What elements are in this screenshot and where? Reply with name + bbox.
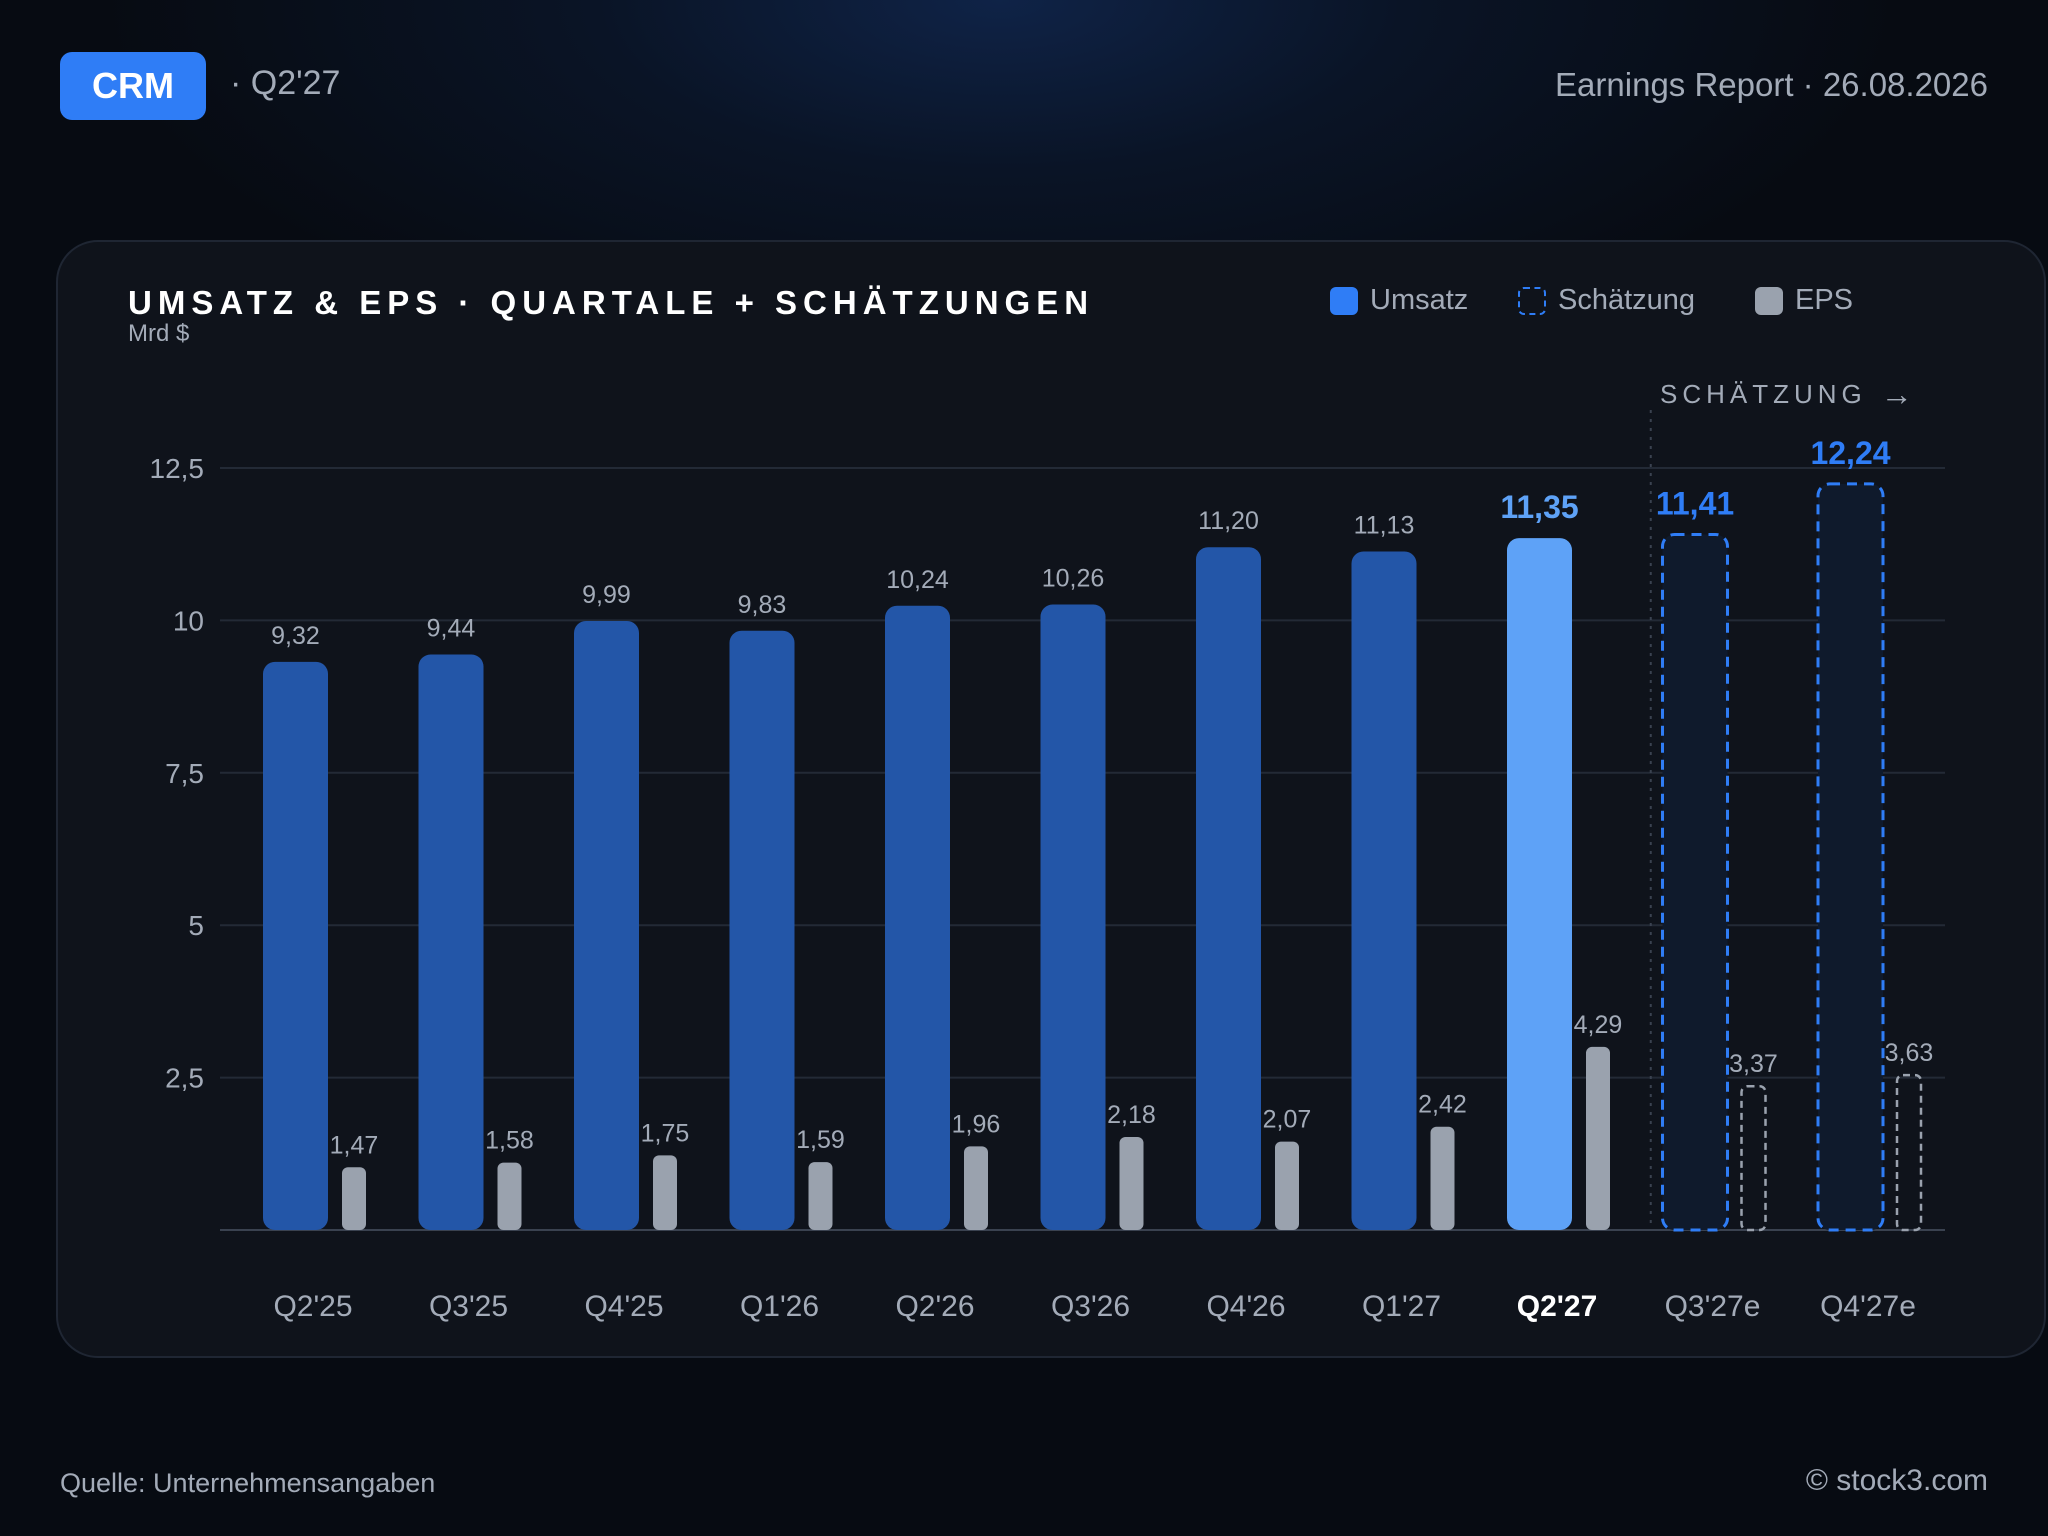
eps-bar-estimate <box>1740 1084 1767 1232</box>
legend-label-eps: EPS <box>1795 284 1854 316</box>
eps-bar <box>964 1146 988 1230</box>
estimate-section-label: SCHÄTZUNG → <box>1660 376 1913 413</box>
revenue-bar-estimate <box>1661 532 1729 1232</box>
source-note: Quelle: Unternehmensangaben <box>60 1468 436 1498</box>
revenue-bar <box>418 654 484 1230</box>
chart-title: UMSATZ & EPS · QUARTALE + SCHÄTZUNGEN <box>128 284 1095 321</box>
y-tick-label: 7,5 <box>165 758 204 789</box>
legend-label-revenue: Umsatz <box>1370 284 1469 316</box>
revenue-value-label: 9,32 <box>271 622 320 650</box>
arrow-right-icon: → <box>1880 376 1913 412</box>
eps-value-label: 1,75 <box>641 1119 690 1147</box>
chart-unit: Mrd $ <box>128 320 190 347</box>
y-tick-label: 2,5 <box>165 1063 204 1094</box>
eps-bar <box>497 1162 522 1230</box>
revenue-value-label: 9,83 <box>738 591 787 619</box>
x-tick-label: Q4'26 <box>1206 1290 1285 1323</box>
eps-bar-estimate <box>1895 1073 1923 1232</box>
revenue-bar <box>263 661 328 1230</box>
legend-item-revenue: Umsatz <box>1330 284 1468 317</box>
revenue-bar <box>574 621 639 1230</box>
eps-value-label: 3,63 <box>1885 1039 1934 1067</box>
eps-value-label: 2,42 <box>1418 1091 1467 1119</box>
revenue-bar <box>729 630 795 1230</box>
revenue-value-label: 10,26 <box>1042 565 1105 593</box>
revenue-value-label: 11,41 <box>1656 485 1734 521</box>
eps-value-label: 2,18 <box>1107 1101 1156 1129</box>
legend-label-estimate: Schätzung <box>1558 284 1696 316</box>
quarter-label: · Q2'27 <box>230 64 341 102</box>
eps-bar <box>1586 1046 1610 1230</box>
x-tick-label: Q2'27 <box>1517 1290 1598 1323</box>
eps-bar <box>342 1167 366 1230</box>
revenue-bar <box>885 605 950 1230</box>
eps-value-label: 1,59 <box>796 1126 845 1154</box>
revenue-value-label: 9,99 <box>582 581 631 609</box>
x-tick-label: Q3'25 <box>429 1290 508 1323</box>
eps-bar <box>1430 1126 1455 1230</box>
revenue-value-label: 11,35 <box>1500 489 1578 525</box>
revenue-value-label: 9,44 <box>427 615 476 643</box>
copyright-note: © stock3.com <box>1805 1464 1988 1497</box>
eps-value-label: 3,37 <box>1729 1050 1778 1078</box>
y-tick-label: 5 <box>188 910 204 941</box>
eps-value-label: 4,29 <box>1574 1011 1623 1039</box>
legend-item-estimate: Schätzung <box>1518 284 1695 317</box>
x-tick-label: Q3'27e <box>1665 1290 1761 1323</box>
estimate-section-text: SCHÄTZUNG <box>1660 379 1867 409</box>
x-tick-label: Q3'26 <box>1051 1290 1130 1323</box>
eps-bar <box>1119 1136 1144 1230</box>
x-tick-label: Q1'26 <box>740 1290 819 1323</box>
x-tick-label: Q1'27 <box>1362 1290 1441 1323</box>
legend-swatch-revenue <box>1330 286 1358 315</box>
report-date: Earnings Report · 26.08.2026 <box>1555 66 1988 103</box>
revenue-value-label: 12,24 <box>1810 435 1890 471</box>
revenue-bar <box>1040 604 1106 1230</box>
revenue-bar-estimate <box>1816 482 1885 1232</box>
eps-value-label: 2,07 <box>1263 1106 1312 1134</box>
x-tick-label: Q2'26 <box>895 1290 974 1323</box>
revenue-value-label: 11,20 <box>1198 507 1259 535</box>
y-tick-label: 10 <box>173 605 204 636</box>
eps-bar <box>1275 1141 1299 1230</box>
revenue-bar <box>1351 551 1417 1230</box>
revenue-value-label: 11,13 <box>1354 512 1415 540</box>
eps-value-label: 1,58 <box>485 1127 534 1155</box>
legend-swatch-eps <box>1755 286 1783 315</box>
eps-value-label: 1,96 <box>952 1110 1001 1138</box>
eps-value-label: 1,47 <box>330 1131 379 1159</box>
eps-bar <box>653 1155 677 1230</box>
y-tick-label: 12,5 <box>150 453 205 484</box>
x-tick-label: Q2'25 <box>273 1290 352 1323</box>
ticker-badge: CRM <box>60 52 206 120</box>
x-tick-label: Q4'27e <box>1820 1290 1916 1323</box>
legend-item-eps: EPS <box>1755 284 1853 317</box>
eps-bar <box>808 1162 833 1230</box>
revenue-bar <box>1196 547 1261 1230</box>
revenue-value-label: 10,24 <box>886 566 949 594</box>
legend-swatch-estimate <box>1518 286 1546 315</box>
revenue-bar <box>1507 538 1572 1230</box>
x-tick-label: Q4'25 <box>584 1290 663 1323</box>
